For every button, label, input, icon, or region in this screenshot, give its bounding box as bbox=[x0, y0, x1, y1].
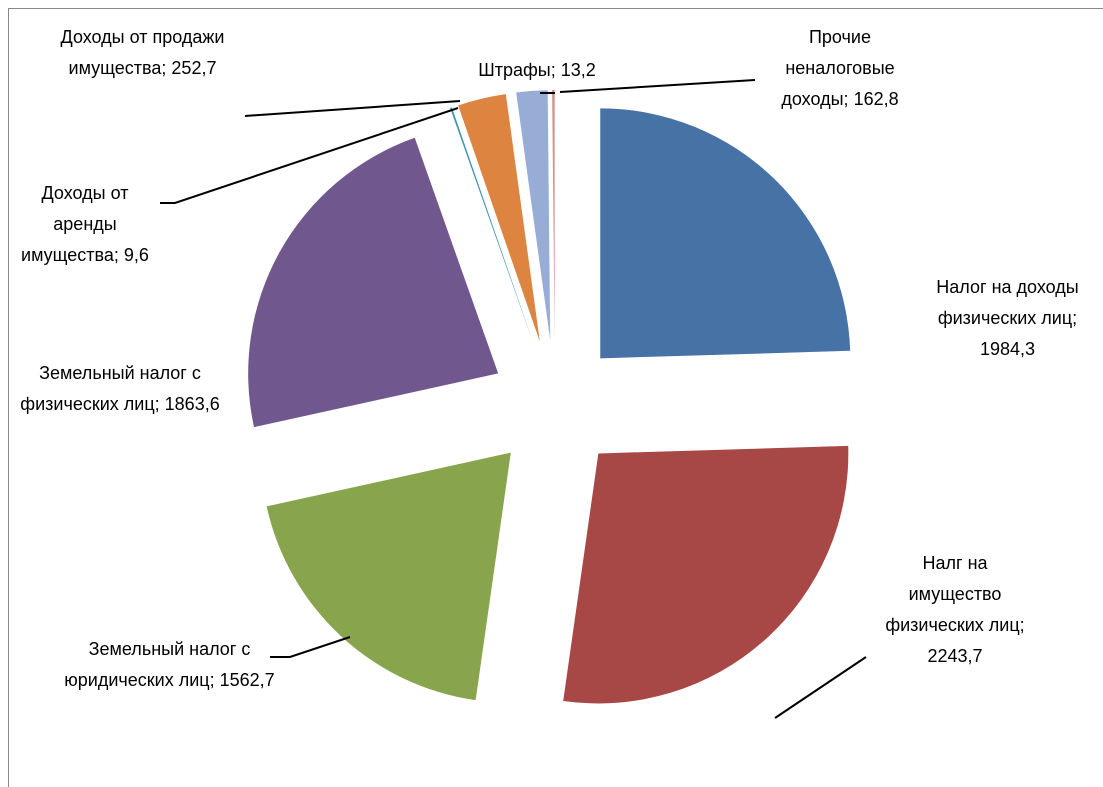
leader-line bbox=[559, 79, 756, 93]
pie-slice bbox=[552, 90, 555, 341]
pie-slice bbox=[458, 94, 540, 342]
leader-line bbox=[244, 100, 461, 117]
data-label: Налог на доходы физических лиц; 1984,3 bbox=[910, 272, 1103, 365]
pie-slice bbox=[266, 452, 511, 701]
label-category: Прочие неналоговые доходы bbox=[781, 27, 895, 109]
chart-frame bbox=[8, 8, 1103, 787]
data-label: Доходы от продажи имущества; 252,7 bbox=[35, 22, 250, 84]
label-value: 13,2 bbox=[560, 60, 596, 80]
label-category: Земельный налог с юридических лиц bbox=[64, 639, 251, 690]
label-category: Доходы от аренды имущества bbox=[21, 183, 129, 265]
label-separator: ; bbox=[1072, 308, 1078, 328]
label-category: Налог на доходы физических лиц bbox=[936, 277, 1079, 328]
label-value: 9,6 bbox=[123, 245, 149, 265]
label-separator: ; bbox=[843, 89, 854, 109]
label-separator: ; bbox=[161, 58, 172, 78]
label-value: 1562,7 bbox=[219, 670, 275, 690]
data-label: Земельный налог с физических лиц; 1863,6 bbox=[10, 358, 230, 420]
pie-slice bbox=[600, 108, 851, 359]
data-label: Доходы от аренды имущества; 9,6 bbox=[15, 178, 155, 271]
label-separator: ; bbox=[113, 245, 124, 265]
label-value: 252,7 bbox=[171, 58, 217, 78]
label-separator: ; bbox=[154, 394, 165, 414]
data-label: Штрафы; 13,2 bbox=[452, 55, 622, 86]
data-label: Земельный налог с юридических лиц; 1562,… bbox=[62, 634, 277, 696]
data-label: Налг на имущество физических лиц; 2243,7 bbox=[880, 548, 1030, 672]
label-value: 162,8 bbox=[853, 89, 899, 109]
label-separator: ; bbox=[209, 670, 220, 690]
data-label: Прочие неналоговые доходы; 162,8 bbox=[755, 22, 925, 115]
pie-slice bbox=[450, 107, 534, 344]
leader-line bbox=[270, 636, 351, 658]
leader-line bbox=[774, 656, 867, 719]
label-separator: ; bbox=[1019, 615, 1025, 635]
leader-line bbox=[160, 107, 459, 204]
pie-slice bbox=[248, 137, 499, 428]
label-category: Налг на имущество физических лиц bbox=[885, 553, 1020, 635]
label-separator: ; bbox=[550, 60, 561, 80]
label-value: 2243,7 bbox=[927, 646, 983, 666]
leader-lines bbox=[160, 79, 867, 719]
label-category: Штрафы bbox=[478, 60, 551, 80]
label-category: Земельный налог с физических лиц bbox=[20, 363, 201, 414]
label-value: 1984,3 bbox=[979, 339, 1036, 359]
pie-slice bbox=[516, 90, 551, 341]
label-value: 1863,6 bbox=[164, 394, 220, 414]
pie-slice bbox=[563, 445, 849, 704]
label-category: Доходы от продажи имущества bbox=[60, 27, 225, 78]
